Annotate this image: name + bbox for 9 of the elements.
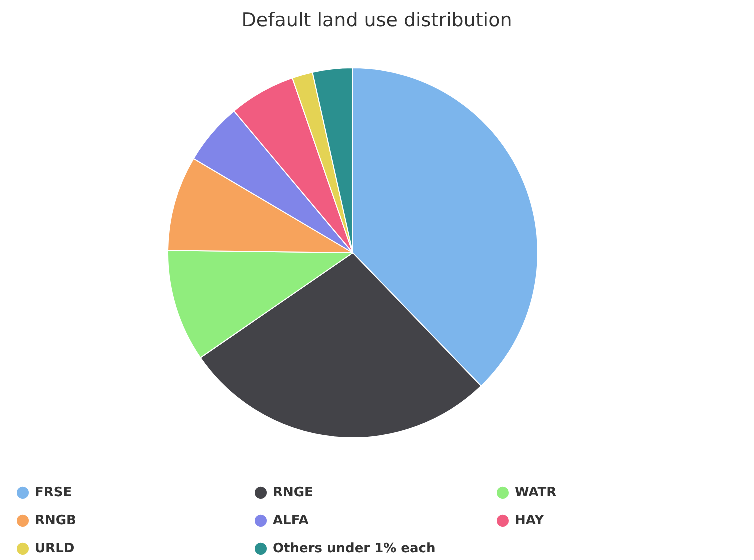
legend-label: RNGE bbox=[273, 486, 314, 500]
legend-label: WATR bbox=[515, 486, 557, 500]
legend-label: Others under 1% each bbox=[273, 542, 436, 556]
legend-label: ALFA bbox=[273, 514, 309, 528]
legend-label: FRSE bbox=[35, 486, 72, 500]
legend-label: HAY bbox=[515, 514, 545, 528]
chart-title: Default land use distribution bbox=[242, 10, 512, 32]
legend-label: RNGB bbox=[35, 514, 76, 528]
legend-label: URLD bbox=[35, 542, 75, 556]
